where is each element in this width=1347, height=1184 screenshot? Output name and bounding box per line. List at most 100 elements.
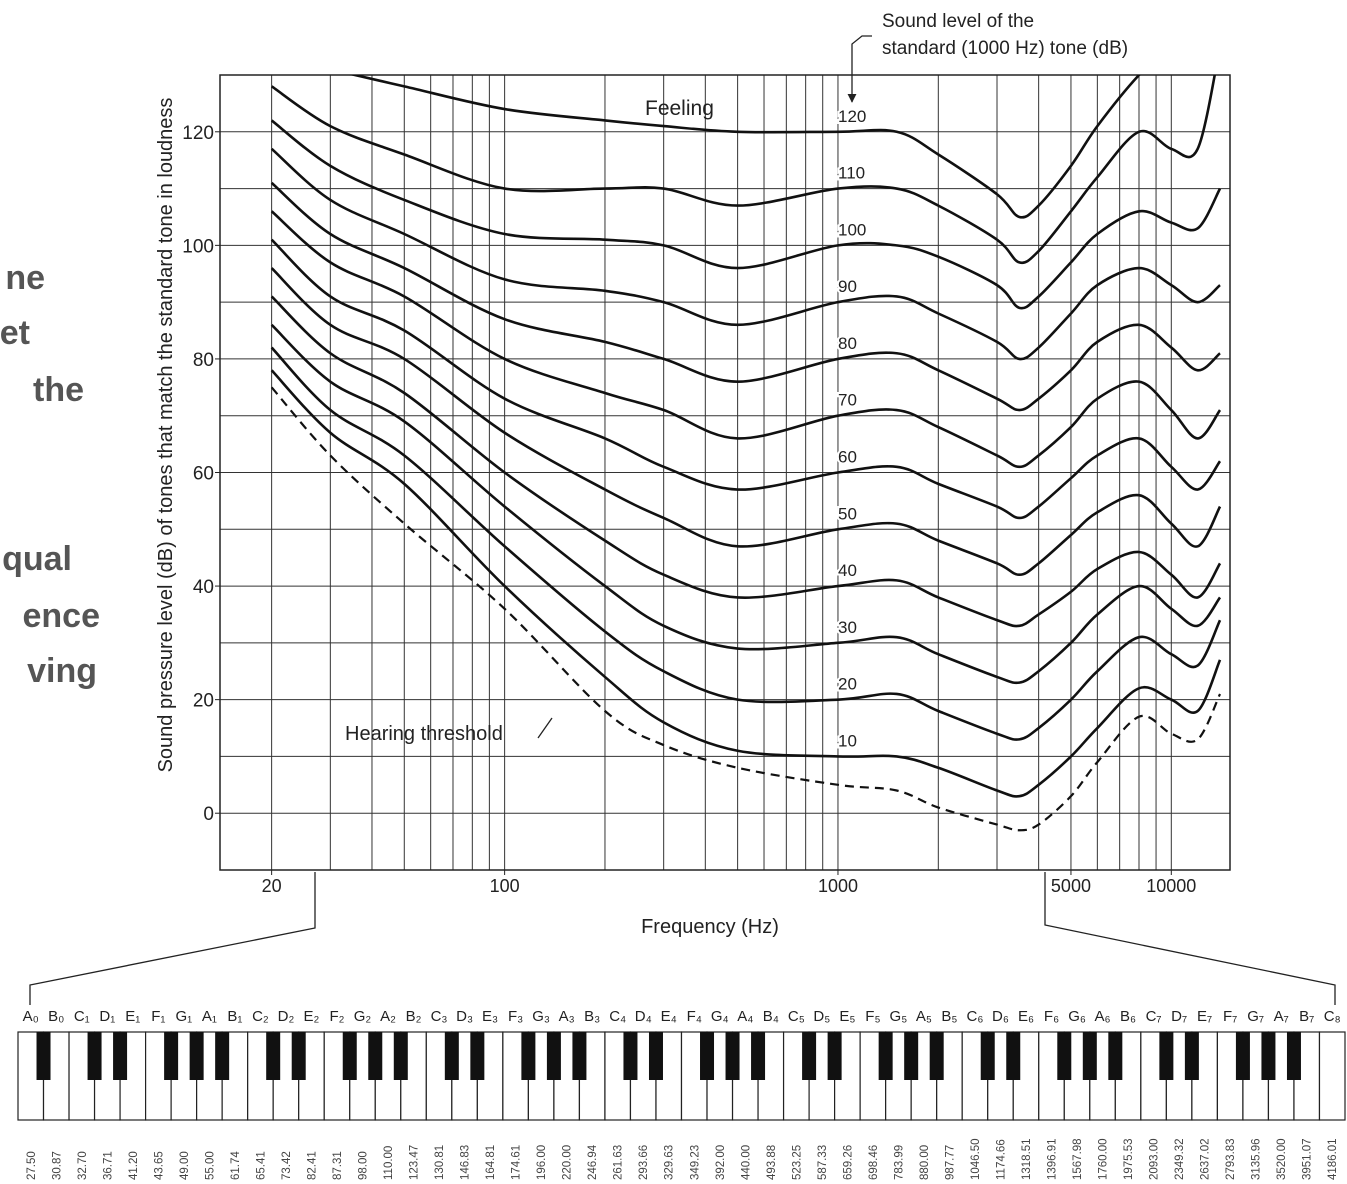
loudness-curve bbox=[270, 119, 1222, 310]
side-text: the bbox=[33, 371, 84, 409]
note-frequency: 174.61 bbox=[511, 1145, 523, 1180]
note-label: G₇ bbox=[1247, 1008, 1264, 1025]
y-tick-label: 80 bbox=[193, 350, 214, 371]
note-frequency: 2093.00 bbox=[1149, 1138, 1161, 1180]
note-label: G₂ bbox=[354, 1008, 372, 1025]
black-key bbox=[368, 1032, 383, 1080]
note-frequency: 32.70 bbox=[77, 1151, 89, 1180]
black-key bbox=[648, 1032, 663, 1080]
note-label: G₄ bbox=[711, 1008, 729, 1025]
note-label: G₆ bbox=[1068, 1008, 1086, 1025]
note-frequency: 392.00 bbox=[715, 1145, 727, 1180]
series-label: Hearing threshold bbox=[345, 723, 503, 745]
black-key bbox=[1057, 1032, 1072, 1080]
loudness-curve bbox=[349, 75, 1141, 219]
black-key bbox=[700, 1032, 715, 1080]
black-key bbox=[1235, 1032, 1250, 1080]
note-frequency: 246.94 bbox=[587, 1144, 599, 1180]
black-key bbox=[87, 1032, 102, 1080]
note-frequency: 1046.50 bbox=[970, 1138, 982, 1180]
white-key bbox=[1318, 1031, 1346, 1121]
note-frequency: 659.26 bbox=[842, 1145, 854, 1180]
note-frequency: 293.66 bbox=[638, 1145, 650, 1180]
side-text: ving bbox=[27, 652, 97, 690]
note-label: D₆ bbox=[992, 1008, 1009, 1025]
note-frequency: 65.41 bbox=[255, 1151, 267, 1180]
series-label: 50 bbox=[838, 504, 857, 523]
note-label: E₄ bbox=[661, 1008, 677, 1025]
note-label: B₆ bbox=[1120, 1008, 1136, 1025]
loudness-curve bbox=[270, 181, 1221, 412]
note-frequency: 1760.00 bbox=[1098, 1138, 1110, 1180]
black-key bbox=[189, 1032, 204, 1080]
black-key bbox=[215, 1032, 230, 1080]
note-label: B₅ bbox=[941, 1008, 957, 1025]
note-frequency: 493.88 bbox=[766, 1145, 778, 1180]
note-label: D₃ bbox=[456, 1008, 473, 1025]
black-key bbox=[36, 1032, 51, 1080]
note-frequency: 2793.83 bbox=[1225, 1138, 1237, 1180]
note-frequency: 2637.02 bbox=[1200, 1138, 1212, 1180]
note-label: D₂ bbox=[278, 1008, 295, 1025]
note-frequency: 880.00 bbox=[919, 1145, 931, 1180]
black-key bbox=[1082, 1032, 1097, 1080]
note-label: C₇ bbox=[1146, 1008, 1162, 1025]
note-frequency: 30.87 bbox=[51, 1151, 63, 1180]
y-axis-label: Sound pressure level (dB) of tones that … bbox=[155, 98, 177, 773]
note-frequency: 1975.53 bbox=[1123, 1138, 1135, 1180]
note-label: F₄ bbox=[687, 1008, 702, 1025]
black-key bbox=[827, 1032, 842, 1080]
series-label: 110 bbox=[838, 164, 865, 183]
note-label: D₅ bbox=[813, 1008, 830, 1025]
note-label: E₇ bbox=[1197, 1008, 1212, 1025]
note-frequency: 440.00 bbox=[740, 1145, 752, 1180]
series-label: 60 bbox=[838, 448, 857, 467]
note-label: C₈ bbox=[1324, 1008, 1341, 1025]
note-frequency: 698.46 bbox=[868, 1145, 880, 1180]
black-key bbox=[521, 1032, 536, 1080]
black-key bbox=[1184, 1032, 1199, 1080]
note-frequency: 43.65 bbox=[153, 1151, 165, 1180]
side-text: ne bbox=[5, 259, 45, 297]
black-key bbox=[904, 1032, 919, 1080]
note-label: D₁ bbox=[99, 1008, 115, 1025]
curves bbox=[270, 75, 1222, 832]
note-label: A₇ bbox=[1274, 1008, 1289, 1025]
black-key bbox=[291, 1032, 306, 1080]
note-frequency: 1396.91 bbox=[1047, 1138, 1059, 1180]
y-tick-label: 120 bbox=[182, 123, 214, 144]
note-frequency: 2349.32 bbox=[1174, 1138, 1186, 1180]
note-label: F₅ bbox=[865, 1008, 880, 1025]
loudness-curve bbox=[270, 386, 1222, 832]
zoom-line bbox=[1044, 872, 1336, 1005]
note-frequency: 4186.01 bbox=[1327, 1138, 1339, 1180]
series-label: 100 bbox=[838, 220, 866, 239]
note-frequency: 36.71 bbox=[102, 1151, 114, 1180]
note-frequency: 87.31 bbox=[332, 1151, 344, 1180]
note-label: G₃ bbox=[532, 1008, 550, 1025]
note-frequency: 98.00 bbox=[358, 1151, 370, 1180]
note-label: C₂ bbox=[252, 1008, 269, 1025]
y-tick-label: 40 bbox=[193, 577, 214, 598]
black-key bbox=[751, 1032, 766, 1080]
note-label: F₃ bbox=[508, 1008, 523, 1025]
note-frequency: 1318.51 bbox=[1021, 1138, 1033, 1180]
series-label: 80 bbox=[838, 334, 857, 353]
note-label: E₂ bbox=[304, 1008, 320, 1025]
note-frequency: 220.00 bbox=[562, 1145, 574, 1180]
note-label: G₅ bbox=[890, 1008, 908, 1025]
note-label: G₁ bbox=[176, 1008, 193, 1025]
note-label: C₁ bbox=[74, 1008, 90, 1025]
series-label: 90 bbox=[838, 277, 857, 296]
black-key bbox=[393, 1032, 408, 1080]
note-frequency: 146.83 bbox=[460, 1145, 472, 1180]
series-label: 120 bbox=[838, 107, 866, 126]
note-label: C₆ bbox=[967, 1008, 984, 1025]
standard-annotation: Sound level of the bbox=[882, 11, 1034, 32]
note-frequency: 261.63 bbox=[613, 1145, 625, 1180]
black-key bbox=[1286, 1032, 1301, 1080]
note-label: A₆ bbox=[1095, 1008, 1111, 1025]
note-label: F₆ bbox=[1044, 1008, 1059, 1025]
loudness-curve bbox=[270, 323, 1222, 685]
note-label: A₅ bbox=[916, 1008, 932, 1025]
